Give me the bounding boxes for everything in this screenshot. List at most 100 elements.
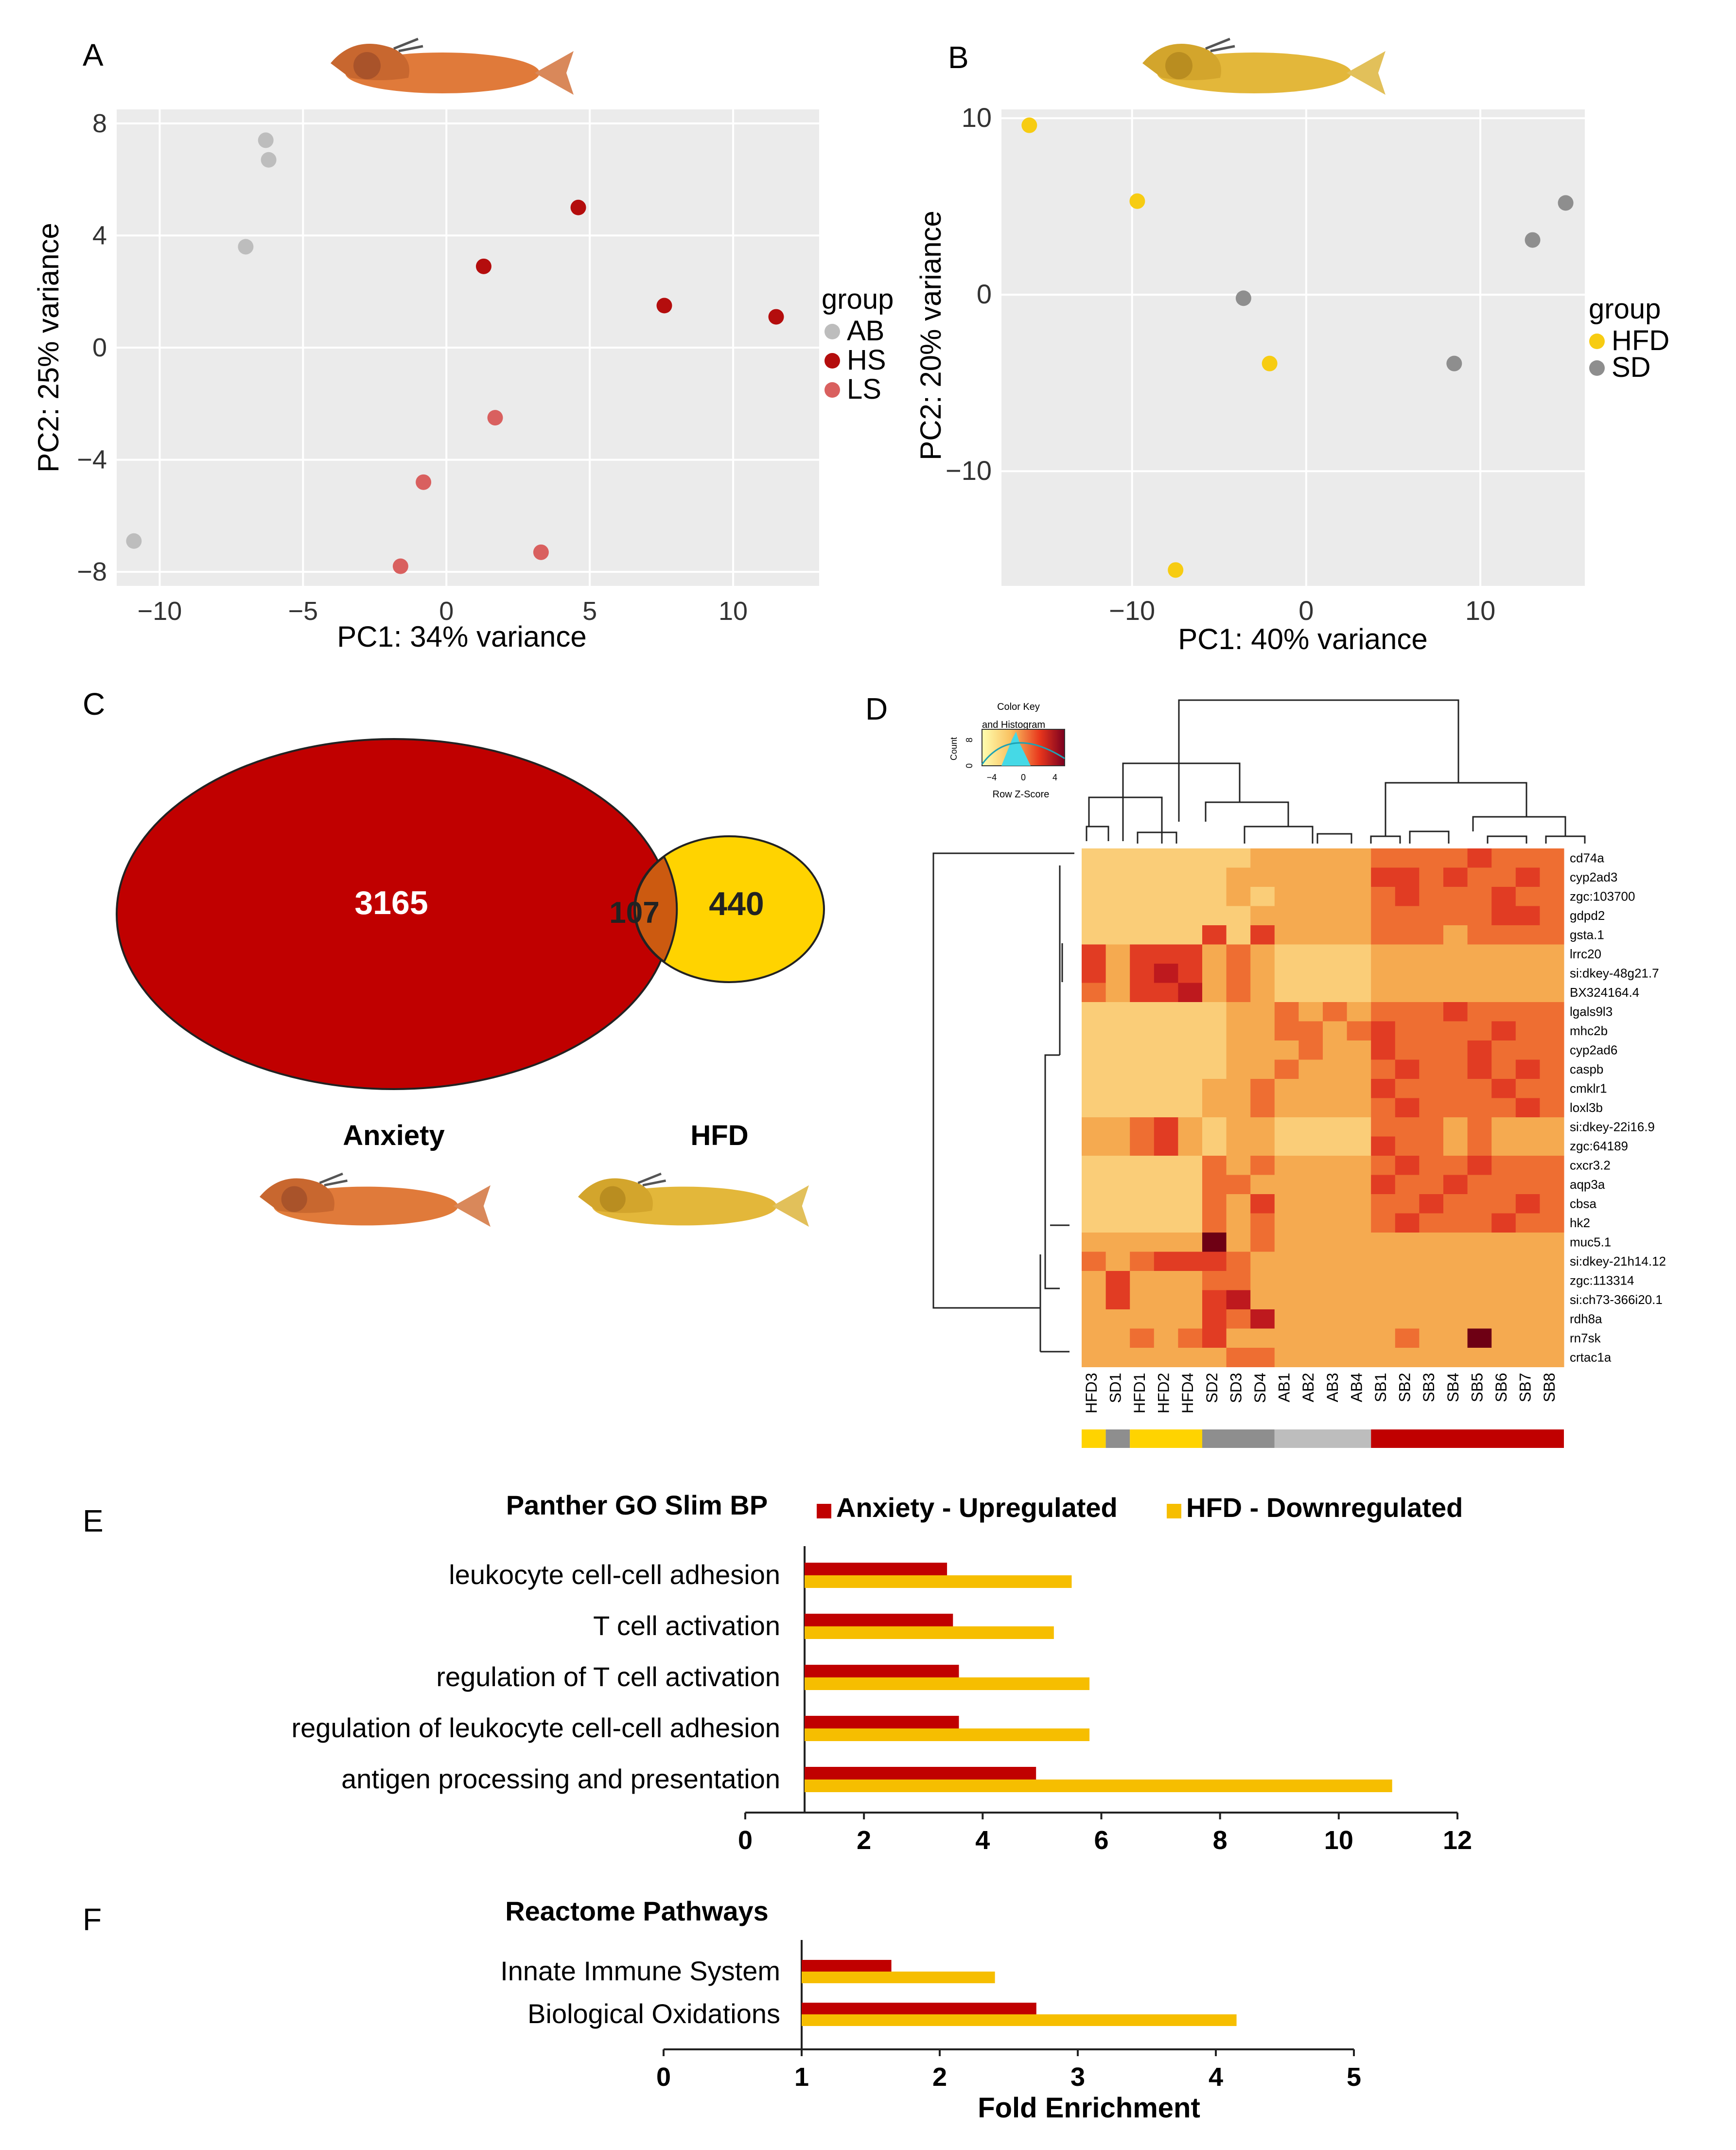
- heatmap-cell: [1491, 1309, 1516, 1329]
- heatmap-cell: [1105, 1348, 1130, 1367]
- heatmap-cell: [1082, 1156, 1106, 1175]
- heatmap-cell: [1298, 964, 1323, 983]
- venn-value-intersection: 107: [609, 896, 659, 930]
- heatmap-cell: [1130, 1233, 1155, 1252]
- heatmap-cell: [1540, 867, 1564, 887]
- heatmap-cell: [1178, 1117, 1203, 1137]
- heatmap-cell: [1395, 1328, 1420, 1348]
- pca-plot-a: −10 −5 0 5 10 8 4 0 −4 −8 PC1: 34% variance PC2:…: [32, 109, 894, 653]
- heatmap-cell: [1178, 1175, 1203, 1195]
- heatmap-cell: [1540, 983, 1564, 1003]
- heatmap-cell: [1371, 1059, 1396, 1079]
- heatmap-cell: [1082, 1098, 1106, 1118]
- heatmap-cell: [1202, 1328, 1227, 1348]
- heatmap-cell: [1395, 1059, 1420, 1079]
- heatmap-column-label: AB1: [1276, 1373, 1293, 1402]
- heatmap-cell: [1226, 887, 1251, 906]
- heatmap-cell: [1298, 848, 1323, 868]
- heatmap-cell: [1105, 925, 1130, 945]
- heatmap-cell: [1154, 1271, 1178, 1290]
- heatmap-cell: [1515, 964, 1540, 983]
- x-tick-label: 12: [1443, 1826, 1472, 1855]
- heatmap-cell: [1250, 1059, 1275, 1079]
- heatmap-cell: [1347, 1309, 1371, 1329]
- x-axis-label: PC1: 40% variance: [1178, 623, 1428, 655]
- heatmap-cell: [1467, 848, 1492, 868]
- heatmap-cell: [1250, 925, 1275, 945]
- venn-value-anxiety: 3165: [354, 884, 428, 921]
- heatmap-cell: [1419, 1002, 1444, 1022]
- heatmap-cell: [1105, 1059, 1130, 1079]
- heatmap-cell: [1178, 1271, 1203, 1290]
- heatmap-cell: [1178, 1021, 1203, 1041]
- bar-hfd: [805, 1677, 1090, 1690]
- venn-value-hfd: 440: [709, 885, 764, 922]
- heatmap-cell: [1298, 1079, 1323, 1098]
- heatmap-cell: [1226, 1194, 1251, 1214]
- heatmap-cell: [1515, 1136, 1540, 1156]
- heatmap-cell: [1419, 1348, 1444, 1367]
- heatmap-cell: [1323, 1309, 1348, 1329]
- heatmap-cell: [1419, 1098, 1444, 1118]
- heatmap-cell: [1154, 983, 1178, 1003]
- heatmap-cell: [1540, 964, 1564, 983]
- heatmap-cell: [1226, 964, 1251, 983]
- heatmap-cell: [1226, 1098, 1251, 1118]
- x-tick-label: −10: [138, 597, 182, 626]
- heatmap-cell: [1443, 1098, 1468, 1118]
- heatmap-cell: [1178, 1002, 1203, 1022]
- heatmap-cell: [1130, 1117, 1155, 1137]
- category-label: Innate Immune System: [500, 1956, 780, 1986]
- heatmap-cell: [1178, 906, 1203, 926]
- heatmap-cell: [1395, 1136, 1420, 1156]
- heatmap-cell: [1298, 944, 1323, 964]
- venn-diagram: 3165 107 440 Anxiety HFD: [116, 738, 825, 1151]
- heatmap-cell: [1371, 887, 1396, 906]
- heatmap-cell: [1515, 1059, 1540, 1079]
- heatmap-cell: [1105, 964, 1130, 983]
- y-tick-label: 10: [962, 102, 992, 133]
- heatmap-cell: [1154, 1079, 1178, 1098]
- heatmap-cell: [1395, 1079, 1420, 1098]
- heatmap-cell: [1323, 1156, 1348, 1175]
- heatmap-cell: [1154, 1040, 1178, 1060]
- heatmap-cell: [1082, 1213, 1106, 1233]
- heatmap-cell: [1154, 1251, 1178, 1271]
- heatmap-cell: [1178, 1194, 1203, 1214]
- heatmap-cell: [1226, 1213, 1251, 1233]
- heatmap-cell: [1540, 1136, 1564, 1156]
- heatmap-cell: [1178, 1348, 1203, 1367]
- heatmap-cell: [1371, 1233, 1396, 1252]
- heatmap-row-label: cxcr3.2: [1570, 1158, 1611, 1172]
- heatmap-column-label: SB4: [1444, 1373, 1462, 1402]
- heatmap-cell: [1130, 1136, 1155, 1156]
- heatmap-cell: [1226, 848, 1251, 868]
- heatmap-cell: [1130, 1213, 1155, 1233]
- heatmap-cell: [1371, 1156, 1396, 1175]
- heatmap-cell: [1130, 964, 1155, 983]
- heatmap-cell: [1395, 1290, 1420, 1310]
- heatmap-cell: [1395, 983, 1420, 1003]
- heatmap-cell: [1419, 1021, 1444, 1041]
- heatmap-cell: [1082, 964, 1106, 983]
- heatmap-cell: [1515, 1117, 1540, 1137]
- category-label: regulation of leukocyte cell-cell adhesi…: [292, 1712, 780, 1743]
- heatmap-cell: [1082, 1348, 1106, 1367]
- heatmap-cell: [1419, 1040, 1444, 1060]
- heatmap-cell: [1298, 1328, 1323, 1348]
- heatmap-cell: [1274, 1271, 1299, 1290]
- heatmap-cell: [1154, 848, 1178, 868]
- heatmap-cell: [1467, 964, 1492, 983]
- heatmap-cell: [1178, 1156, 1203, 1175]
- heatmap-row-label: rn7sk: [1570, 1331, 1601, 1345]
- heatmap-cell: [1419, 1059, 1444, 1079]
- heatmap-cell: [1178, 1040, 1203, 1060]
- heatmap-cell: [1395, 925, 1420, 945]
- y-tick-label: −4: [77, 445, 107, 475]
- heatmap-cell: [1154, 925, 1178, 945]
- heatmap-column-label: SB3: [1420, 1373, 1438, 1402]
- heatmap-cell: [1467, 1059, 1492, 1079]
- heatmap-cell: [1202, 1156, 1227, 1175]
- heatmap-row-label: cbsa: [1570, 1196, 1596, 1211]
